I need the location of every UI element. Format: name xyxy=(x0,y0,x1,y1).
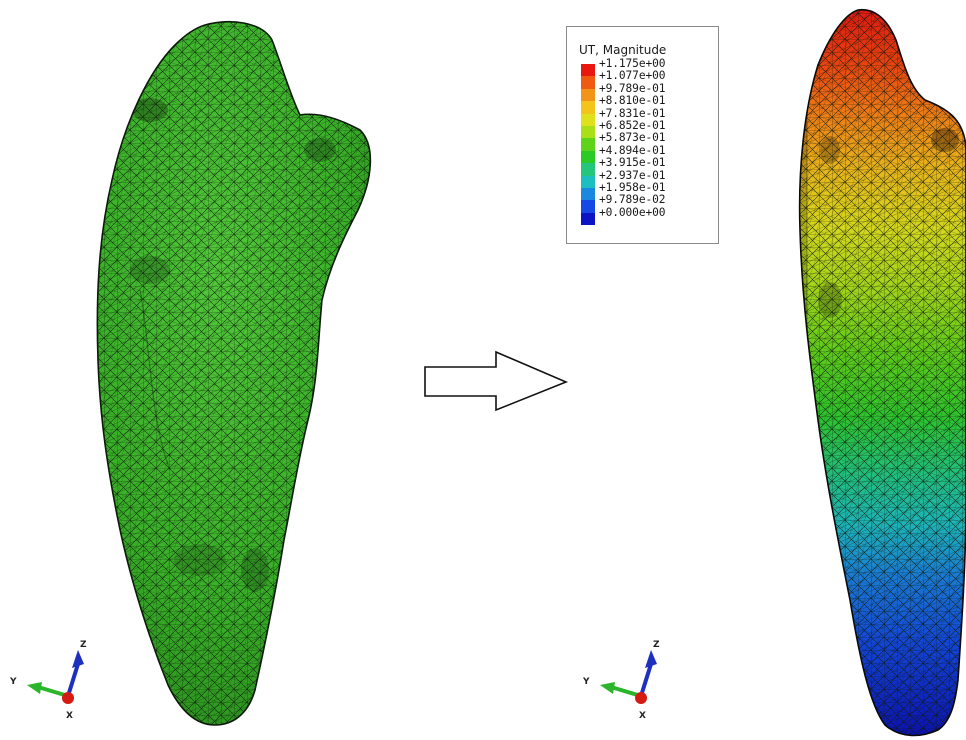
transform-arrow xyxy=(424,350,569,412)
legend-value: +5.873e-01 xyxy=(599,131,666,145)
legend-value: +1.958e-01 xyxy=(599,180,666,194)
legend-value: +6.852e-01 xyxy=(599,118,666,132)
x-axis-dot xyxy=(62,692,74,704)
y-axis-arrow xyxy=(27,682,42,694)
y-axis-label: Y xyxy=(582,677,590,687)
legend-value: +4.894e-01 xyxy=(599,143,666,157)
legend-color-bar xyxy=(581,64,595,226)
legend-swatch xyxy=(581,175,595,188)
legend-swatch xyxy=(581,101,595,114)
legend-value: +7.831e-01 xyxy=(599,106,666,120)
legend-value: +9.789e-01 xyxy=(599,81,666,95)
z-axis-arrow xyxy=(645,650,657,668)
undeformed-model xyxy=(96,20,372,726)
legend-swatch xyxy=(581,125,595,139)
legend-swatch xyxy=(581,88,595,102)
undeformed-mesh xyxy=(97,21,371,725)
legend-title: UT, Magnitude xyxy=(579,43,667,57)
legend-value: +9.789e-02 xyxy=(599,193,666,207)
deformed-model xyxy=(798,8,966,737)
legend-swatch xyxy=(581,76,595,89)
z-axis-arrow xyxy=(72,650,84,668)
legend-value: +1.175e+00 xyxy=(599,57,666,70)
contour-legend: UT, Magnitude +1.175e+00 +1.077e+00 +9.789… xyxy=(566,26,719,244)
legend-labels: +1.175e+00 +1.077e+00 +9.789e-01 +8.810e-01… xyxy=(599,57,666,219)
legend-swatch xyxy=(581,64,595,77)
y-axis-arrow xyxy=(600,682,615,694)
deformed-mesh xyxy=(799,9,966,736)
legend-swatch xyxy=(581,212,595,226)
x-axis-dot xyxy=(635,692,647,704)
legend-swatch xyxy=(581,113,595,126)
x-axis-label: X xyxy=(66,711,73,721)
legend-swatch xyxy=(581,150,595,164)
legend-value: +2.937e-01 xyxy=(599,168,666,182)
z-axis-label: Z xyxy=(80,640,87,650)
legend-value: +0.000e+00 xyxy=(599,205,666,219)
legend-swatch xyxy=(581,200,595,213)
legend-value: +8.810e-01 xyxy=(599,94,666,108)
axis-triad-left: Z Y X xyxy=(9,640,87,721)
legend-swatch xyxy=(581,163,595,176)
axis-triad-right: Z Y X xyxy=(582,640,660,721)
legend-value: +1.077e+00 xyxy=(599,69,666,83)
legend-swatch xyxy=(581,138,595,151)
y-axis-label: Y xyxy=(9,677,17,687)
x-axis-label: X xyxy=(639,711,646,721)
z-axis-label: Z xyxy=(653,640,660,650)
legend-swatch xyxy=(581,187,595,201)
legend-value: +3.915e-01 xyxy=(599,156,666,170)
